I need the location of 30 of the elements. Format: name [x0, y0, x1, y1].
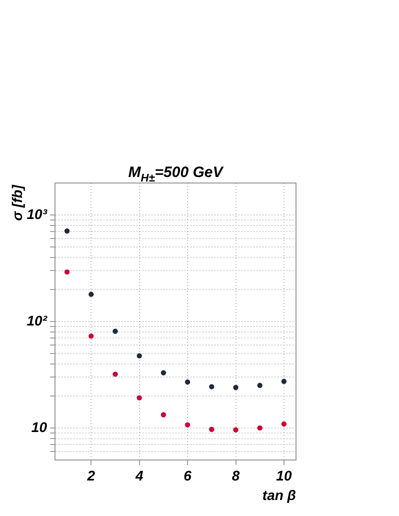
point [136, 395, 142, 400]
point [112, 372, 118, 377]
x-tick-label: 6 [184, 467, 192, 484]
point [160, 370, 166, 376]
point [209, 426, 214, 432]
point [64, 269, 70, 275]
point [136, 353, 142, 358]
point [112, 328, 118, 334]
x-tick-label: 2 [86, 467, 96, 484]
point [160, 412, 166, 418]
point [281, 421, 287, 427]
point [233, 427, 238, 432]
point [257, 425, 262, 431]
point [64, 228, 70, 234]
point [233, 384, 238, 390]
x-tick-label: 10 [276, 467, 292, 484]
y-tick-label: 10² [26, 312, 48, 328]
point [88, 292, 94, 297]
x-tick-label: 4 [134, 467, 144, 484]
x-tick-label: 8 [232, 467, 240, 484]
point [281, 378, 287, 384]
point [257, 382, 262, 388]
point [184, 422, 190, 428]
point [88, 333, 94, 339]
point [184, 379, 190, 385]
point [209, 384, 214, 390]
y-tick-label: 10³ [26, 206, 48, 222]
x-axis-title: tan β [262, 487, 296, 503]
y-tick-label: 10 [31, 418, 48, 435]
y-axis-title: σ [fb] [9, 184, 25, 221]
